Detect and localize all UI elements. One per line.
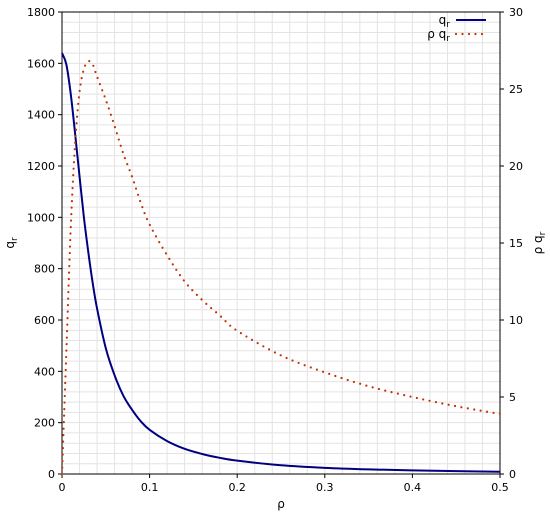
y-left-tick-label: 1000 bbox=[27, 211, 55, 224]
y-left-tick-label: 800 bbox=[34, 263, 55, 276]
x-tick-label: 0.5 bbox=[491, 481, 509, 494]
y-axis-left-label: qr bbox=[3, 237, 20, 249]
y-left-tick-label: 200 bbox=[34, 417, 55, 430]
y-right-tick-label: 20 bbox=[509, 160, 523, 173]
series-line-q-r bbox=[61, 52, 501, 473]
legend-label-rho-q-r-main: ρ q bbox=[427, 27, 446, 41]
series-layer bbox=[60, 52, 502, 476]
y-left-tick-label: 1800 bbox=[27, 6, 55, 19]
legend-label-q-r-main: q bbox=[439, 13, 447, 27]
x-tick-label: 0.3 bbox=[316, 481, 334, 494]
y-right-tick-label: 25 bbox=[509, 83, 523, 96]
y-axis-left-label-main: q bbox=[3, 241, 17, 249]
x-tick-label: 0.1 bbox=[141, 481, 159, 494]
y-axis-right-label-sub: r bbox=[538, 231, 548, 235]
y-axis-right-label-main: ρ q bbox=[531, 235, 545, 254]
y-axis-left-label-sub: r bbox=[10, 237, 20, 241]
y-right-tick-label: 0 bbox=[509, 468, 516, 481]
y-left-tick-label: 1600 bbox=[27, 57, 55, 70]
y-right-tick-label: 15 bbox=[509, 237, 523, 250]
x-tick-label: 0.2 bbox=[228, 481, 246, 494]
grid bbox=[62, 12, 500, 474]
legend-label-rho-q-r-sub: r bbox=[446, 34, 450, 44]
y-left-tick-label: 1400 bbox=[27, 109, 55, 122]
y-right-tick-label: 5 bbox=[509, 391, 516, 404]
y-left-tick-label: 400 bbox=[34, 365, 55, 378]
x-tick-label: 0 bbox=[59, 481, 66, 494]
legend-label-q-r-sub: r bbox=[446, 20, 450, 30]
legend-label-q-r: qr bbox=[439, 13, 451, 30]
y-axis-right-label: ρ qr bbox=[531, 231, 548, 254]
series-line-rho-q-r bbox=[60, 59, 502, 476]
y-right-tick-label: 30 bbox=[509, 6, 523, 19]
y-right-tick-label: 10 bbox=[509, 314, 523, 327]
legend-label-rho-q-r: ρ qr bbox=[427, 27, 450, 44]
axis-ticks: 0 0.1 0.2 0.3 0.4 0.5020040060080010001200140… bbox=[27, 6, 523, 494]
y-left-tick-label: 0 bbox=[48, 468, 55, 481]
x-axis-label: ρ bbox=[277, 497, 285, 511]
legend: qr ρ qr bbox=[427, 13, 488, 44]
y-left-tick-label: 600 bbox=[34, 314, 55, 327]
x-tick-label: 0.4 bbox=[404, 481, 422, 494]
y-left-tick-label: 1200 bbox=[27, 160, 55, 173]
